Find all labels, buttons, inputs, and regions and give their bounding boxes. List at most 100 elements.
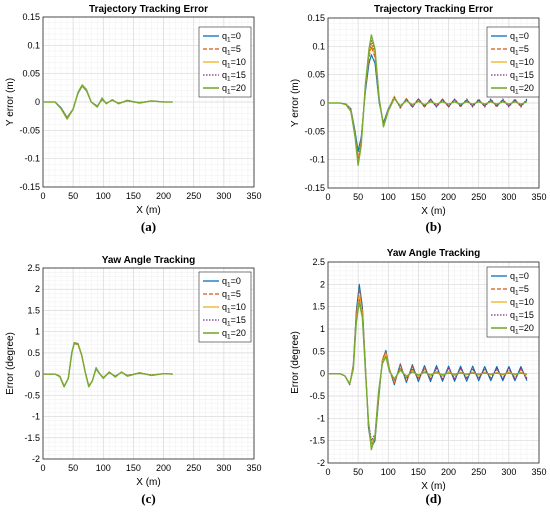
legend-label-2: q1=10 bbox=[510, 297, 534, 310]
x-tick-label: 200 bbox=[156, 463, 171, 473]
x-tick-label: 250 bbox=[471, 467, 486, 477]
x-tick-label: 100 bbox=[96, 463, 111, 473]
x-tick-label: 300 bbox=[501, 192, 516, 202]
y-tick-label: 1.5 bbox=[27, 305, 40, 315]
legend-label-1: q1=5 bbox=[510, 284, 529, 297]
x-tick-label: 0 bbox=[325, 192, 330, 202]
x-axis-label: X (m) bbox=[421, 206, 445, 217]
y-tick-label: 0.5 bbox=[312, 346, 325, 356]
y-tick-label: -1 bbox=[32, 412, 40, 422]
panel-caption: (c) bbox=[141, 491, 155, 506]
x-tick-label: 200 bbox=[156, 191, 171, 201]
y-axis-label: Error (degree) bbox=[5, 332, 16, 395]
legend-label-0: q1=0 bbox=[510, 31, 529, 44]
y-tick-label: 0.1 bbox=[312, 41, 325, 51]
y-tick-label: -0.15 bbox=[19, 182, 40, 192]
legend-label-4: q1=20 bbox=[222, 83, 246, 96]
x-tick-label: 50 bbox=[353, 467, 363, 477]
series-line-4 bbox=[328, 34, 528, 167]
y-axis-label: Error (degree) bbox=[290, 331, 301, 394]
y-tick-label: 0.15 bbox=[22, 12, 40, 22]
x-tick-label: 250 bbox=[471, 192, 486, 202]
legend-label-3: q1=15 bbox=[222, 70, 246, 83]
x-tick-label: 50 bbox=[68, 191, 78, 201]
chart-title: Trajectory Tracking Error bbox=[374, 4, 493, 15]
y-tick-label: 0 bbox=[320, 98, 325, 108]
series-line-4 bbox=[43, 342, 173, 388]
x-tick-label: 350 bbox=[531, 192, 546, 202]
legend-label-1: q1=5 bbox=[222, 44, 241, 57]
x-tick-label: 200 bbox=[441, 192, 456, 202]
chart-panel-1: 0 50 100 150 200 250 300 350 -0.15 -0.1 -0.05 0 0.05… bbox=[290, 4, 547, 234]
y-tick-label: 2.5 bbox=[312, 257, 325, 267]
chart-title: Yaw Angle Tracking bbox=[102, 255, 196, 266]
x-tick-label: 0 bbox=[40, 463, 45, 473]
x-axis-label: X (m) bbox=[136, 477, 160, 488]
y-tick-label: 0.1 bbox=[27, 40, 40, 50]
legend-label-3: q1=15 bbox=[510, 310, 534, 323]
y-tick-label: -0.5 bbox=[309, 391, 325, 401]
panel-caption: (d) bbox=[426, 491, 442, 506]
x-tick-label: 0 bbox=[40, 191, 45, 201]
y-axis-label: Y error (m) bbox=[5, 78, 16, 126]
x-tick-label: 100 bbox=[381, 192, 396, 202]
y-tick-label: 2 bbox=[320, 279, 325, 289]
legend-label-2: q1=10 bbox=[222, 57, 246, 70]
y-tick-label: 0.05 bbox=[307, 70, 325, 80]
x-tick-label: 100 bbox=[381, 467, 396, 477]
x-tick-label: 100 bbox=[96, 191, 111, 201]
y-tick-label: -0.1 bbox=[309, 155, 325, 165]
y-tick-label: 2.5 bbox=[27, 263, 40, 273]
legend-label-1: q1=5 bbox=[510, 44, 529, 57]
legend-label-4: q1=20 bbox=[510, 323, 534, 336]
chart-panel-2: 0 50 100 150 200 250 300 350 -2 -1.5 -1 -0.5 0 0.5 1 1.… bbox=[5, 255, 262, 506]
x-tick-label: 0 bbox=[325, 467, 330, 477]
chart-title: Trajectory Tracking Error bbox=[89, 4, 208, 15]
legend-label-0: q1=0 bbox=[222, 31, 241, 44]
legend-label-2: q1=10 bbox=[510, 57, 534, 70]
x-axis-label: X (m) bbox=[421, 481, 445, 492]
chart-panel-3: 0 50 100 150 200 250 300 350 -2 -1.5 -1 -0.5 0 0.5 1 1.… bbox=[290, 248, 547, 506]
legend-label-3: q1=15 bbox=[510, 70, 534, 83]
series-line-1 bbox=[328, 288, 528, 446]
y-tick-label: 1.5 bbox=[312, 302, 325, 312]
panel-caption: (a) bbox=[141, 219, 156, 234]
legend-label-0: q1=0 bbox=[510, 271, 529, 284]
legend-label-1: q1=5 bbox=[222, 289, 241, 302]
y-tick-label: 0.15 bbox=[307, 13, 325, 23]
x-tick-label: 300 bbox=[216, 463, 231, 473]
y-tick-label: -0.1 bbox=[24, 154, 40, 164]
x-tick-label: 150 bbox=[411, 192, 426, 202]
x-tick-label: 250 bbox=[186, 191, 201, 201]
y-tick-label: -1 bbox=[317, 413, 325, 423]
y-tick-label: 1 bbox=[35, 327, 40, 337]
y-tick-label: -0.05 bbox=[19, 125, 40, 135]
legend-label-4: q1=20 bbox=[510, 83, 534, 96]
y-tick-label: 0 bbox=[320, 369, 325, 379]
y-tick-label: 0.05 bbox=[22, 69, 40, 79]
x-tick-label: 150 bbox=[411, 467, 426, 477]
x-tick-label: 250 bbox=[186, 463, 201, 473]
chart-panel-0: 0 50 100 150 200 250 300 350 -0.15 -0.1 -0.05 0 0.05… bbox=[5, 4, 262, 234]
x-tick-label: 50 bbox=[353, 192, 363, 202]
legend-label-3: q1=15 bbox=[222, 315, 246, 328]
y-tick-label: -0.15 bbox=[304, 183, 325, 193]
legend-label-2: q1=10 bbox=[222, 302, 246, 315]
x-tick-label: 300 bbox=[501, 467, 516, 477]
y-tick-label: -2 bbox=[32, 454, 40, 464]
x-tick-label: 350 bbox=[246, 191, 261, 201]
y-tick-label: 0.5 bbox=[27, 348, 40, 358]
y-tick-label: -0.5 bbox=[24, 390, 40, 400]
legend-label-0: q1=0 bbox=[222, 276, 241, 289]
axes-frame bbox=[327, 261, 540, 464]
x-tick-label: 200 bbox=[441, 467, 456, 477]
y-tick-label: 2 bbox=[35, 284, 40, 294]
x-tick-label: 50 bbox=[68, 463, 78, 473]
x-axis-label: X (m) bbox=[136, 205, 160, 216]
y-tick-label: 0 bbox=[35, 97, 40, 107]
legend-label-4: q1=20 bbox=[222, 328, 246, 341]
y-tick-label: -0.05 bbox=[304, 126, 325, 136]
